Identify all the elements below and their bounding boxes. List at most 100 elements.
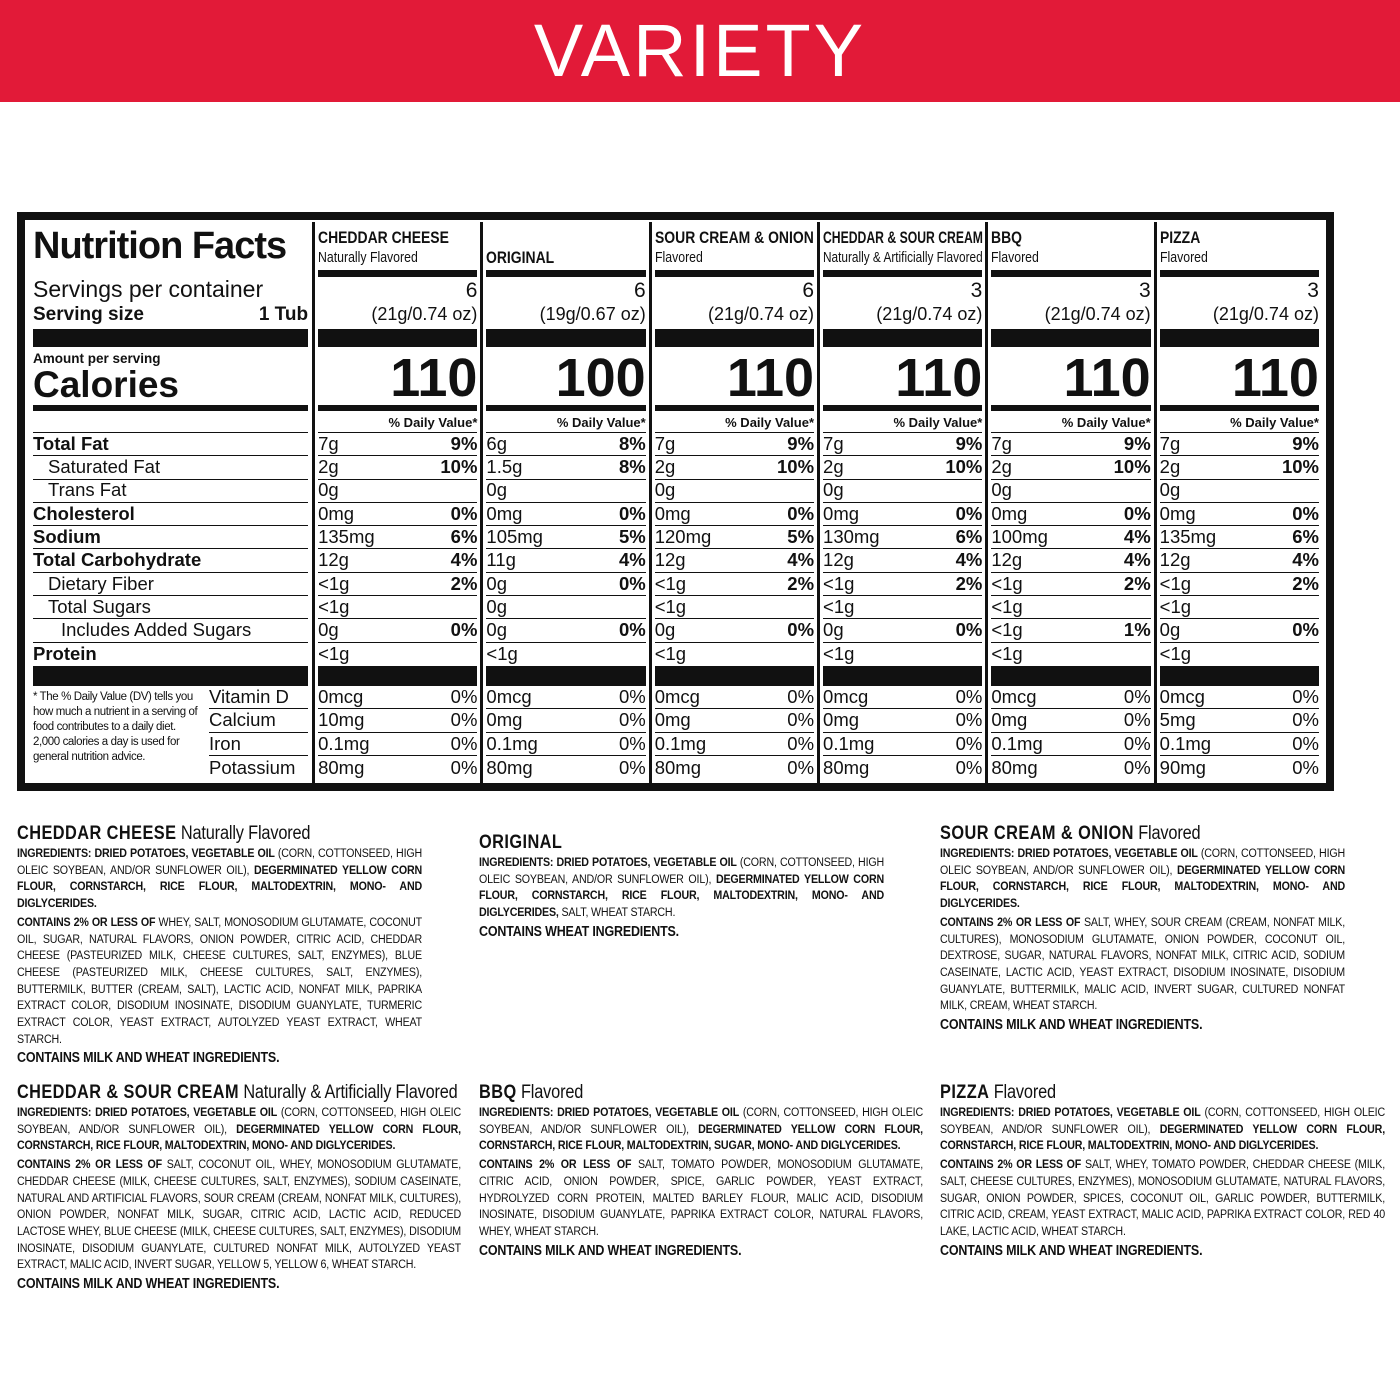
vitamin-dv: 0% xyxy=(1123,756,1151,778)
ingredient-content: SOUR CREAM & ONION Flavored INGREDIENTS: … xyxy=(940,823,1345,1035)
ingredient-title: CHEDDAR CHEESE Naturally Flavored xyxy=(17,823,311,845)
vitamin-amount: 0.1mg xyxy=(1159,732,1212,754)
allergen-statement: CONTAINS WHEAT INGREDIENTS. xyxy=(479,923,679,940)
vitamin-row: 0.1mg 0% xyxy=(654,733,815,757)
nutrient-amount: 130mg xyxy=(823,526,880,548)
nutrient-row: 0g 0% xyxy=(486,619,646,643)
nutrient-amount: 7g xyxy=(991,432,1012,454)
nutrient-row: 130mg 6% xyxy=(823,526,983,550)
vitamin-dv: 0% xyxy=(1123,732,1151,754)
nutrient-amount: 0g xyxy=(318,479,339,501)
divider xyxy=(1159,665,1319,686)
nutrient-dv: 0% xyxy=(1292,502,1319,524)
serving-size-row: (19g/0.67 oz) xyxy=(486,301,646,327)
ingredient-flavor-name: CHEDDAR & SOUR CREAM xyxy=(17,1082,239,1103)
ingredient-content: ORIGINAL INGREDIENTS: DRIED POTATOES, VEG… xyxy=(479,832,884,942)
vitamin-amount: 0mcg xyxy=(823,685,869,707)
nutrient-amount: <1g xyxy=(991,643,1023,665)
ingredient-list-minor: CONTAINS 2% OR LESS OF WHEY, SALT, MONOS… xyxy=(17,914,422,1048)
vitamin-dv: 0% xyxy=(787,685,815,707)
ingredient-segment: CONTAINS 2% OR LESS OF xyxy=(17,1157,162,1172)
dv-header: % Daily Value* xyxy=(1230,415,1319,430)
divider xyxy=(1159,405,1319,411)
vitamin-dv: 0% xyxy=(1292,756,1319,778)
nutrient-amount: <1g xyxy=(654,643,687,665)
nutrient-amount: 1.5g xyxy=(486,456,523,478)
calories-value: 110 xyxy=(1063,348,1151,408)
nutrient-row: 2g 10% xyxy=(991,456,1151,480)
vitamin-label-row: Vitamin D xyxy=(209,686,309,710)
vitamin-row: 80mg 0% xyxy=(823,756,982,780)
amount-per-serving: Amount per serving xyxy=(33,351,161,367)
vitamin-dv: 0% xyxy=(1292,732,1319,754)
nutrient-amount: <1g xyxy=(318,572,350,594)
divider xyxy=(486,329,646,347)
dv-header-row: % Daily Value* xyxy=(991,411,1151,433)
nutrient-dv: 0% xyxy=(1292,619,1319,641)
ingredient-content: CHEDDAR & SOUR CREAM Naturally & Artific… xyxy=(17,1082,461,1294)
ingredient-segment: CONTAINS 2% OR LESS OF xyxy=(940,914,1081,929)
ingredient-list-minor: CONTAINS 2% OR LESS OF SALT, TOMATO POWD… xyxy=(479,1156,923,1240)
servings-label: Servings per container xyxy=(33,276,264,302)
nutrient-row: <1g xyxy=(655,643,814,666)
ingredient-segment: DEGERMINATED YELLOW CORN FLOUR, CORNSTAR… xyxy=(17,1121,461,1153)
vitamin-row: 0mcg 0% xyxy=(486,686,646,710)
divider xyxy=(654,329,815,347)
vitamin-row: 0.1mg 0% xyxy=(486,733,646,757)
nutrient-amount: <1g xyxy=(823,572,855,594)
nutrient-amount: 11g xyxy=(486,549,516,571)
ingredient-segment: DEGERMINATED YELLOW CORN FLOUR, CORNSTAR… xyxy=(940,1121,1385,1153)
flavor-column: SOUR CREAM & ONION Flavored 6 (21g/0.74 oz)… xyxy=(648,222,817,783)
nutrient-row: 12g 4% xyxy=(823,549,983,573)
divider xyxy=(486,665,646,686)
divider xyxy=(823,329,983,347)
flavor-header: CHEDDAR & SOUR CREAM Naturally & Artifici… xyxy=(823,222,983,270)
vitamin-row: 0mg 0% xyxy=(823,709,983,733)
ingredient-segment: CONTAINS 2% OR LESS OF xyxy=(940,1157,1082,1172)
divider xyxy=(318,405,478,411)
nutrient-label: Includes Added Sugars xyxy=(61,619,252,641)
serving-size-row: (21g/0.74 oz) xyxy=(1160,301,1319,327)
allergen-statement: CONTAINS MILK AND WHEAT INGREDIENTS. xyxy=(17,1276,280,1293)
serving-size-value: (21g/0.74 oz) xyxy=(1044,304,1151,324)
nutrient-amount: <1g xyxy=(318,643,350,665)
nutrient-label-row: Protein xyxy=(33,643,308,666)
divider xyxy=(1159,329,1319,347)
divider xyxy=(823,665,983,686)
nutrient-row: <1g xyxy=(991,596,1151,620)
serving-size-value: (21g/0.74 oz) xyxy=(1212,304,1319,324)
nutrient-row: 0g xyxy=(654,480,815,503)
nutrient-amount: 0g xyxy=(654,619,676,641)
nutrient-amount: 0g xyxy=(1159,479,1181,501)
banner-title: VARIETY xyxy=(533,9,867,92)
flavor-column: BBQ Flavored 3 (21g/0.74 oz) 110 % Daily Valu… xyxy=(985,222,1153,783)
vitamin-amount: 0mcg xyxy=(1159,685,1205,707)
ingredient-segment: DEGERMINATED YELLOW CORN FLOUR, CORNSTAR… xyxy=(479,871,885,920)
nutrient-dv: 4% xyxy=(618,549,646,571)
nutrient-amount: 0g xyxy=(486,479,507,501)
vitamin-row: 0.1mg 0% xyxy=(991,732,1151,757)
divider xyxy=(823,405,983,411)
ingredient-segment: INGREDIENTS: DRIED POTATOES, VEGETABLE O… xyxy=(17,846,275,860)
nutrient-row: <1g 2% xyxy=(1159,573,1319,597)
nutrient-row: <1g xyxy=(1159,596,1319,620)
nutrient-row: 0mg 0% xyxy=(823,503,983,527)
vitamin-row: 80mg 0% xyxy=(318,756,477,780)
ingredient-content: BBQ Flavored INGREDIENTS: DRIED POTATOES,… xyxy=(479,1082,923,1261)
nutrient-row: 0g xyxy=(823,480,983,503)
vitamin-dv: 0% xyxy=(1292,709,1319,731)
nutrient-label-row: Total Sugars xyxy=(33,596,309,620)
ingredient-segment: SALT, TOMATO POWDER, MONOSODIUM GLUTAMAT… xyxy=(479,1157,923,1238)
vitamin-dv: 0% xyxy=(955,709,983,731)
vitamin-amount: 80mg xyxy=(486,756,533,778)
servings-row: 3 xyxy=(991,277,1151,301)
nutrient-row: 12g 4% xyxy=(1159,549,1319,573)
nutrient-dv: 10% xyxy=(777,456,815,478)
flavor-subtitle: Flavored xyxy=(654,249,703,266)
serving-size-row: (21g/0.74 oz) xyxy=(318,301,477,327)
nutrient-amount: 0g xyxy=(486,595,507,617)
nutrient-amount: 0g xyxy=(318,619,339,641)
vitamin-amount: 0.1mg xyxy=(318,732,370,754)
divider xyxy=(318,270,478,277)
flavor-header: CHEDDAR CHEESE Naturally Flavored xyxy=(318,222,477,270)
